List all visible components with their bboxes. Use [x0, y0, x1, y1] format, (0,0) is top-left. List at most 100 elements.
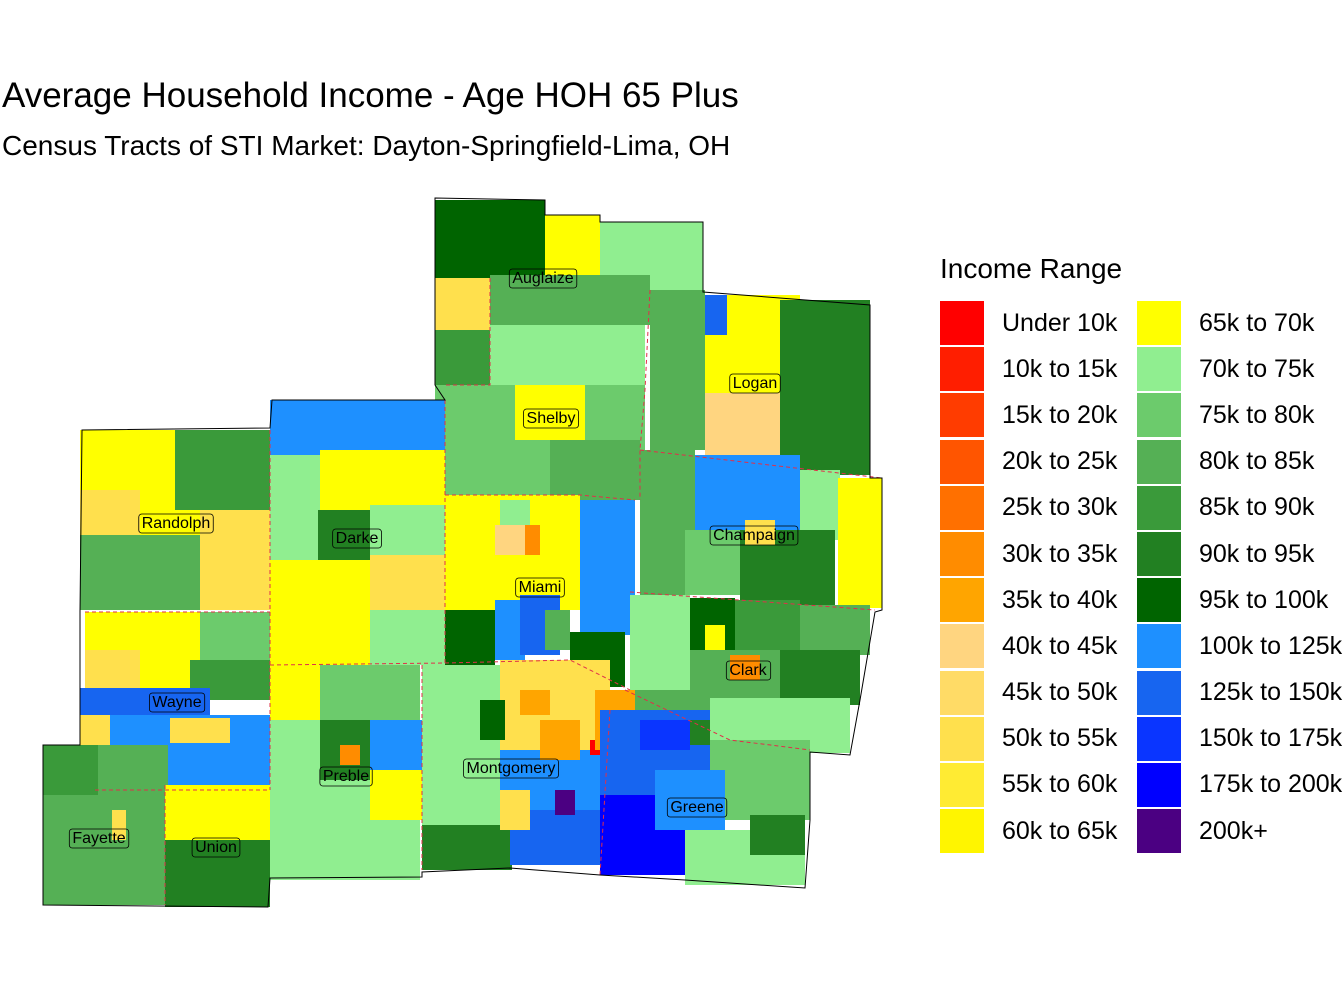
- county-label: Champaign: [709, 525, 799, 546]
- legend-item: 95k to 100k: [1137, 577, 1342, 623]
- tract: [112, 810, 126, 840]
- legend-item: 100k to 125k: [1137, 623, 1342, 669]
- legend-label: 70k to 75k: [1199, 354, 1315, 383]
- county-label-box: [508, 268, 578, 289]
- legend-label: 30k to 35k: [1002, 539, 1118, 568]
- tract: [370, 770, 422, 820]
- legend-item: 15k to 20k: [940, 392, 1117, 438]
- legend-title: Income Range: [940, 253, 1123, 284]
- legend-swatch: [1137, 809, 1181, 854]
- legend-label: 200k+: [1199, 816, 1268, 845]
- county-label-text: Fayette: [72, 830, 125, 847]
- tract: [270, 400, 445, 455]
- legend-swatch: [940, 809, 984, 854]
- tract: [705, 625, 725, 650]
- county-label-text: Union: [195, 839, 237, 856]
- legend-label: 90k to 95k: [1199, 539, 1315, 568]
- county-label-box: [709, 525, 799, 546]
- legend-item: 150k to 175k: [1137, 716, 1342, 762]
- tract: [650, 290, 705, 450]
- county-label: Darke: [332, 528, 382, 549]
- legend-item: 10k to 15k: [940, 346, 1117, 392]
- county-label: Logan: [729, 373, 781, 394]
- legend-label: 45k to 50k: [1002, 678, 1118, 707]
- county-boundary: [639, 449, 883, 479]
- county-label-text: Randolph: [142, 515, 211, 532]
- legend-label: 15k to 20k: [1002, 400, 1118, 429]
- legend-item: 200k+: [1137, 808, 1342, 854]
- map-subtitle: Census Tracts of STI Market: Dayton-Spri…: [2, 130, 731, 161]
- legend-item: 125k to 150k: [1137, 670, 1342, 716]
- county-label: Fayette: [68, 828, 130, 849]
- tract: [170, 718, 230, 743]
- legend-label: 20k to 25k: [1002, 447, 1118, 476]
- tract: [780, 300, 870, 475]
- tract: [370, 610, 445, 665]
- legend-swatch: [1137, 624, 1181, 669]
- county-label-box: [332, 528, 382, 549]
- legend-item: Under 10k: [940, 300, 1117, 346]
- legend-label: 100k to 125k: [1199, 631, 1343, 660]
- legend-swatch: [940, 301, 984, 346]
- legend-swatch: [1137, 439, 1181, 484]
- county-label-box: [319, 766, 373, 787]
- county-label-text: Preble: [323, 768, 369, 785]
- county-boundary: [269, 659, 631, 691]
- county-label-text: Champaign: [713, 527, 795, 544]
- legend-item: 85k to 90k: [1137, 485, 1342, 531]
- tract: [200, 510, 270, 610]
- legend-swatch: [1137, 670, 1181, 715]
- tract: [685, 530, 740, 595]
- tract: [500, 500, 530, 525]
- tract: [545, 610, 570, 650]
- legend-column-right: 65k to 70k 70k to 75k 75k to 80k 80k to 85k…: [1137, 300, 1342, 854]
- legend-label: 150k to 175k: [1199, 724, 1343, 753]
- tract: [435, 278, 490, 333]
- tract: [640, 720, 690, 750]
- legend-swatch: [1137, 716, 1181, 761]
- county-label-box: [148, 692, 206, 713]
- market-outline: [42, 197, 883, 908]
- legend-label: 125k to 150k: [1199, 678, 1343, 707]
- legend-item: 55k to 60k: [940, 762, 1117, 808]
- legend-label: 10k to 15k: [1002, 354, 1118, 383]
- county-label-box: [138, 513, 214, 534]
- tract: [550, 440, 640, 500]
- tract: [80, 490, 140, 540]
- county-label-box: [523, 408, 579, 429]
- legend-swatch: [940, 347, 984, 392]
- legend-label: 85k to 90k: [1199, 493, 1315, 522]
- county-boundary: [445, 278, 491, 386]
- legend-item: 40k to 45k: [940, 623, 1117, 669]
- tract: [838, 478, 882, 608]
- tract: [445, 610, 495, 665]
- tract: [580, 500, 635, 635]
- county-label-text: Clark: [729, 662, 767, 679]
- tract: [270, 560, 370, 665]
- legend-label: 40k to 45k: [1002, 631, 1118, 660]
- tract: [480, 700, 505, 740]
- county-label-box: [68, 828, 130, 849]
- county-label-box: [463, 758, 559, 779]
- tract: [540, 720, 580, 760]
- county-label: Wayne: [148, 692, 206, 713]
- legend-label: 65k to 70k: [1199, 308, 1315, 337]
- legend-item: 65k to 70k: [1137, 300, 1342, 346]
- legend-label: 35k to 40k: [1002, 585, 1118, 614]
- county-label: Greene: [666, 797, 728, 818]
- legend-item: 75k to 80k: [1137, 392, 1342, 438]
- tract: [655, 770, 725, 830]
- tract: [340, 745, 360, 765]
- legend-item: 20k to 25k: [940, 439, 1117, 485]
- tract: [435, 200, 545, 280]
- county-label-box: [191, 837, 241, 858]
- county-label: Shelby: [523, 408, 579, 429]
- tract: [515, 385, 585, 440]
- tract: [320, 665, 420, 720]
- tract: [745, 520, 775, 545]
- county-label-box: [725, 660, 772, 681]
- county-label-box: [666, 797, 728, 818]
- county-label-text: Shelby: [527, 410, 576, 427]
- county-label-text: Auglaize: [512, 270, 573, 287]
- legend-item: 35k to 40k: [940, 577, 1117, 623]
